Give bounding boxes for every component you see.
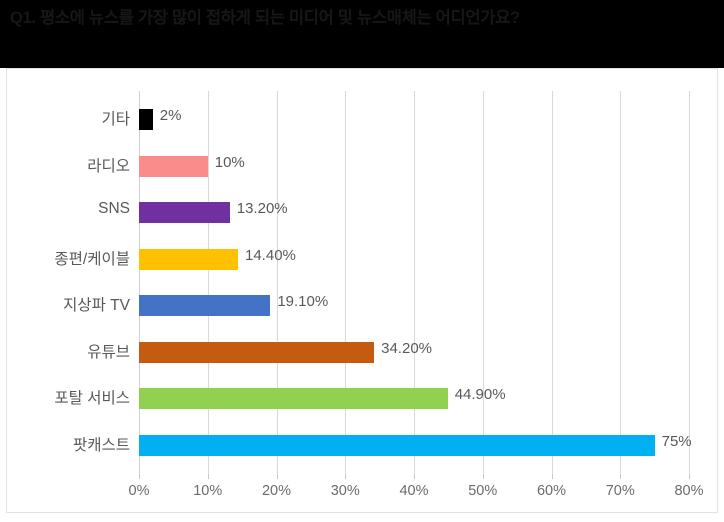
gridline-60% — [551, 91, 553, 474]
bar-종편/케이블[interactable] — [139, 248, 238, 270]
y-axis-category-label: 지상파 TV — [63, 297, 130, 314]
bar-value-label: 13.20% — [236, 200, 288, 217]
chart-plot-area: 기타 2% 라디오 10% SNS 13.20% 종편/케이블 14.40% 지상파 TV 19.… — [54, 91, 704, 499]
gridline-50% — [482, 91, 484, 474]
bar-지상파 TV[interactable] — [139, 295, 271, 316]
y-axis-category-label: 라디오 — [87, 157, 130, 175]
y-axis-category-label: 종편/케이블 — [54, 250, 130, 268]
bar-value-label: 14.40% — [245, 246, 296, 264]
x-axis-tick-label: 80% — [674, 483, 704, 499]
page-title: Q1. 평소에 뉴스를 가장 많이 접하게 되는 미디어 및 뉴스매체는 어디언… — [10, 9, 520, 27]
x-tick-mark — [551, 474, 553, 479]
x-tick-mark — [207, 474, 209, 479]
x-axis-tick-label: 0% — [128, 483, 150, 499]
x-tick-mark — [482, 474, 484, 479]
y-axis-category-label: 기타 — [101, 111, 130, 128]
x-axis-tick-label: 30% — [330, 483, 360, 499]
y-axis-category-label: 포탈 서비스 — [54, 390, 130, 407]
gridline-40% — [414, 91, 415, 474]
gridline-70% — [620, 91, 622, 474]
gridline-0% — [139, 91, 140, 474]
bar-value-label: 34.20% — [381, 339, 432, 357]
y-axis-category-label: 유튜브 — [87, 343, 130, 361]
x-axis-tick-label: 50% — [468, 483, 498, 499]
gridline-10% — [207, 91, 209, 474]
x-axis-tick-label: 40% — [399, 483, 429, 499]
bar-value-label: 19.10% — [277, 293, 329, 310]
chart-card: 기타 2% 라디오 10% SNS 13.20% 종편/케이블 14.40% 지상파 TV 19.… — [6, 68, 718, 513]
gridline-30% — [345, 91, 347, 474]
bar-기타[interactable] — [139, 109, 153, 130]
x-axis-tick-label: 20% — [261, 483, 292, 499]
bar-value-label: 75% — [661, 432, 692, 450]
bar-value-label: 2% — [159, 107, 182, 124]
bar-포탈 서비스[interactable] — [139, 388, 448, 409]
bar-라디오[interactable] — [139, 155, 208, 177]
bar-value-label: 10% — [214, 153, 245, 171]
x-tick-mark — [345, 474, 347, 479]
x-axis-tick-label: 60% — [536, 483, 567, 499]
x-tick-mark — [276, 474, 278, 479]
x-axis-tick-label: 70% — [605, 483, 635, 499]
gridline-80% — [689, 91, 690, 474]
bar-value-label: 44.90% — [454, 386, 506, 403]
bar-SNS[interactable] — [139, 202, 230, 223]
x-axis-tick-label: 10% — [193, 483, 223, 499]
y-axis-category-label: SNS — [98, 200, 130, 217]
x-tick-mark — [620, 474, 622, 479]
x-tick-mark — [689, 474, 690, 479]
bar-팟캐스트[interactable] — [139, 434, 655, 456]
bar-유튜브[interactable] — [139, 341, 375, 363]
gridline-20% — [276, 91, 278, 474]
x-tick-mark — [414, 474, 415, 479]
title-band: Q1. 평소에 뉴스를 가장 많이 접하게 되는 미디어 및 뉴스매체는 어디언… — [0, 0, 724, 68]
y-axis-category-label: 팟캐스트 — [72, 436, 130, 454]
x-tick-mark — [139, 474, 140, 479]
